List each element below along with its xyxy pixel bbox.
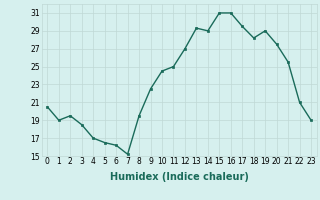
X-axis label: Humidex (Indice chaleur): Humidex (Indice chaleur) bbox=[110, 172, 249, 182]
